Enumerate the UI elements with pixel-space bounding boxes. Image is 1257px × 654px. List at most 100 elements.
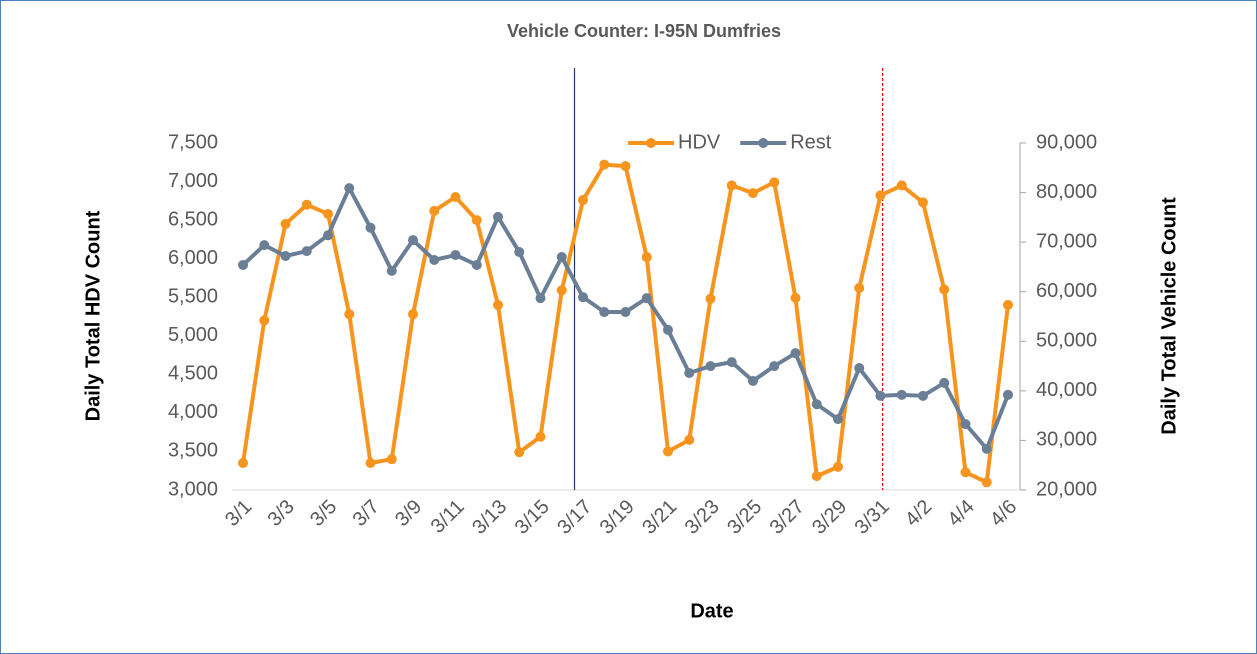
legend-label: Rest — [790, 131, 832, 153]
data-point — [1002, 389, 1013, 400]
y2-tick-label: 20,000 — [1036, 478, 1097, 500]
data-point — [280, 218, 291, 229]
data-point — [259, 315, 270, 326]
data-point — [662, 446, 673, 457]
data-point — [917, 390, 928, 401]
data-point — [960, 419, 971, 430]
y-tick-label: 3,000 — [168, 478, 218, 500]
y2-tick-label: 60,000 — [1036, 280, 1097, 302]
data-point — [450, 250, 461, 261]
data-point — [981, 477, 992, 488]
data-point — [450, 191, 461, 202]
y-tick-label: 3,500 — [168, 440, 218, 462]
y-tick-label: 5,000 — [168, 324, 218, 346]
legend-marker — [646, 138, 656, 148]
data-point — [259, 240, 270, 251]
data-point — [769, 177, 780, 188]
data-point — [790, 348, 801, 359]
data-point — [684, 368, 695, 379]
data-point — [747, 375, 758, 386]
data-point — [939, 284, 950, 295]
legend-label: HDV — [678, 131, 721, 153]
data-point — [323, 208, 334, 219]
y2-tick-label: 80,000 — [1036, 181, 1097, 203]
y-tick-label: 4,000 — [168, 401, 218, 423]
data-point — [408, 235, 419, 246]
data-point — [365, 458, 376, 469]
y2-tick-label: 40,000 — [1036, 379, 1097, 401]
data-point — [301, 199, 312, 210]
data-point — [493, 211, 504, 222]
legend-marker — [758, 138, 769, 148]
y-axis-title: Daily Total HDV Count — [82, 210, 104, 421]
data-point — [875, 390, 886, 401]
data-point — [832, 461, 843, 472]
data-point — [493, 299, 504, 310]
data-point — [641, 252, 652, 263]
data-point — [280, 251, 291, 262]
data-point — [854, 363, 865, 374]
data-point — [238, 259, 249, 270]
y-tick-label: 5,500 — [168, 286, 218, 308]
data-point — [684, 434, 695, 445]
data-point — [939, 377, 950, 388]
data-point — [578, 195, 589, 206]
data-point — [726, 357, 737, 368]
data-point — [981, 443, 992, 454]
data-point — [556, 285, 567, 296]
data-point — [386, 454, 397, 465]
y2-tick-label: 90,000 — [1036, 131, 1097, 153]
data-point — [620, 161, 631, 172]
data-point — [599, 307, 610, 318]
y-tick-label: 7,500 — [168, 131, 218, 153]
data-point — [323, 230, 334, 241]
data-point — [344, 309, 355, 320]
data-point — [599, 159, 610, 170]
data-point — [917, 197, 928, 208]
data-point — [620, 307, 631, 318]
data-point — [301, 246, 312, 257]
y-tick-label: 7,000 — [168, 170, 218, 192]
data-point — [662, 324, 673, 335]
data-point — [514, 447, 525, 458]
y2-tick-label: 30,000 — [1036, 429, 1097, 451]
data-point — [429, 254, 440, 265]
data-point — [1002, 299, 1013, 310]
chart-title: Vehicle Counter: I-95N Dumfries — [507, 21, 781, 41]
data-point — [811, 399, 822, 410]
data-point — [238, 458, 249, 469]
x-axis-title: Date — [690, 600, 733, 622]
data-point — [705, 293, 716, 304]
data-point — [471, 215, 482, 226]
data-point — [556, 252, 567, 263]
data-point — [832, 414, 843, 425]
data-point — [705, 361, 716, 372]
data-point — [578, 292, 589, 303]
data-point — [896, 389, 907, 400]
data-point — [875, 190, 886, 201]
data-point — [535, 293, 546, 304]
data-point — [514, 247, 525, 258]
data-point — [960, 467, 971, 478]
y-tick-label: 6,500 — [168, 208, 218, 230]
data-point — [408, 309, 419, 320]
data-point — [747, 188, 758, 199]
data-point — [535, 431, 546, 442]
y2-axis-title: Daily Total Vehicle Count — [1158, 197, 1180, 435]
data-point — [896, 180, 907, 191]
data-point — [769, 361, 780, 372]
data-point — [365, 222, 376, 233]
data-point — [386, 265, 397, 276]
y-tick-label: 6,000 — [168, 247, 218, 269]
data-point — [641, 293, 652, 304]
data-point — [726, 180, 737, 191]
data-point — [854, 282, 865, 293]
data-point — [471, 259, 482, 270]
y2-tick-label: 50,000 — [1036, 330, 1097, 352]
data-point — [811, 471, 822, 482]
data-point — [344, 183, 355, 194]
data-point — [429, 205, 440, 216]
data-point — [790, 292, 801, 303]
